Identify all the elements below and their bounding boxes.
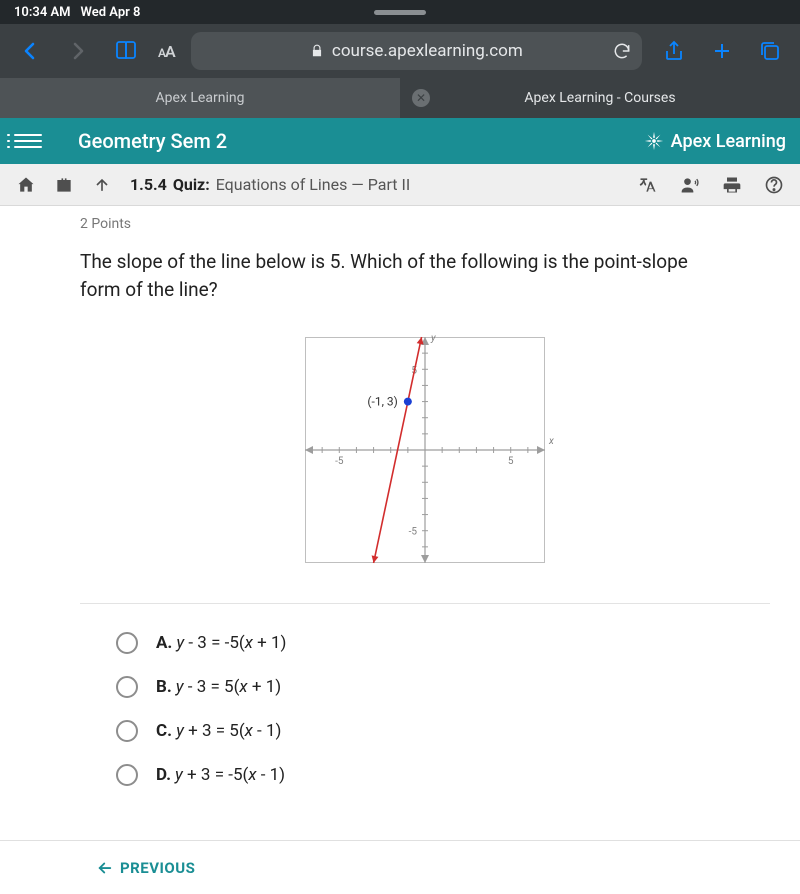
text-size-button[interactable]: AA xyxy=(158,42,175,61)
breadcrumb-text: 1.5.4 Quiz: Equations of Lines — Part II xyxy=(130,175,620,194)
svg-text:(-1, 3): (-1, 3) xyxy=(367,395,397,409)
tab-label: Apex Learning xyxy=(156,90,245,106)
coordinate-chart: -55-55xy(-1, 3) xyxy=(295,327,555,573)
course-header: Geometry Sem 2 Apex Learning xyxy=(0,118,800,164)
drag-handle[interactable] xyxy=(374,10,426,15)
radio-icon[interactable] xyxy=(116,676,138,698)
svg-text:x: x xyxy=(548,436,554,447)
reload-icon[interactable] xyxy=(612,41,632,61)
points-label: 2 Points xyxy=(80,216,770,232)
radio-icon[interactable] xyxy=(116,720,138,742)
tab-active[interactable]: ✕ Apex Learning - Courses xyxy=(400,78,800,118)
toolbar-right xyxy=(638,175,784,195)
crumb-type: Quiz: xyxy=(173,175,210,194)
previous-label: PREVIOUS xyxy=(120,859,195,877)
crumb-subtitle: Equations of Lines — Part II xyxy=(216,175,410,194)
footer-bar: PREVIOUS xyxy=(0,840,800,894)
new-tab-button[interactable] xyxy=(700,29,744,73)
radio-icon[interactable] xyxy=(116,764,138,786)
svg-text:5: 5 xyxy=(508,456,514,467)
question-text: The slope of the line below is 5. Which … xyxy=(80,248,720,303)
status-date: Wed Apr 8 xyxy=(81,5,141,20)
help-icon[interactable] xyxy=(764,175,784,195)
briefcase-icon[interactable] xyxy=(54,175,74,195)
close-tab-icon[interactable]: ✕ xyxy=(412,89,430,107)
answer-list: A.y - 3 = -5(x + 1) B.y - 3 = 5(x + 1) C… xyxy=(80,632,770,786)
answer-text: A.y - 3 = -5(x + 1) xyxy=(156,633,286,653)
translate-icon[interactable] xyxy=(638,175,658,195)
read-aloud-icon[interactable] xyxy=(680,175,700,195)
previous-button[interactable]: PREVIOUS xyxy=(96,859,195,877)
answer-text: D.y + 3 = -5(x - 1) xyxy=(156,765,285,785)
answer-text: B.y - 3 = 5(x + 1) xyxy=(156,677,281,697)
answer-option-b[interactable]: B.y - 3 = 5(x + 1) xyxy=(116,676,770,698)
svg-text:-5: -5 xyxy=(409,527,418,538)
radio-icon[interactable] xyxy=(116,632,138,654)
home-icon[interactable] xyxy=(16,175,36,195)
answer-option-d[interactable]: D.y + 3 = -5(x - 1) xyxy=(116,764,770,786)
bookmarks-icon[interactable] xyxy=(104,29,148,73)
chart-svg: -55-55xy(-1, 3) xyxy=(295,327,555,573)
svg-text:-5: -5 xyxy=(335,456,344,467)
apex-logo: Apex Learning xyxy=(643,130,786,152)
question-content: 2 Points The slope of the line below is … xyxy=(0,206,800,786)
brand-text: Apex Learning xyxy=(671,131,786,152)
tab-label: Apex Learning - Courses xyxy=(524,90,675,106)
crumb-number: 1.5.4 xyxy=(130,175,167,194)
forward-button xyxy=(56,29,100,73)
up-arrow-icon[interactable] xyxy=(92,175,112,195)
answer-option-a[interactable]: A.y - 3 = -5(x + 1) xyxy=(116,632,770,654)
back-button[interactable] xyxy=(8,29,52,73)
tab-strip: Apex Learning ✕ Apex Learning - Courses xyxy=(0,78,800,118)
course-title: Geometry Sem 2 xyxy=(78,129,643,153)
url-text: course.apexlearning.com xyxy=(332,41,523,61)
burst-icon xyxy=(643,130,665,152)
chart-container: -55-55xy(-1, 3) xyxy=(80,327,770,573)
svg-text:y: y xyxy=(430,333,436,344)
lock-icon xyxy=(310,44,324,58)
tabs-button[interactable] xyxy=(748,29,792,73)
breadcrumb-bar: 1.5.4 Quiz: Equations of Lines — Part II xyxy=(0,164,800,206)
ipad-status-bar: 10:34 AM Wed Apr 8 xyxy=(0,0,800,24)
divider xyxy=(80,603,770,604)
share-button[interactable] xyxy=(652,29,696,73)
browser-toolbar: AA course.apexlearning.com xyxy=(0,24,800,78)
status-time: 10:34 AM xyxy=(14,5,71,20)
menu-button[interactable] xyxy=(14,134,42,148)
tab-inactive[interactable]: Apex Learning xyxy=(0,78,400,118)
address-bar[interactable]: course.apexlearning.com xyxy=(191,32,642,70)
answer-option-c[interactable]: C.y + 3 = 5(x - 1) xyxy=(116,720,770,742)
answer-text: C.y + 3 = 5(x - 1) xyxy=(156,721,281,741)
print-icon[interactable] xyxy=(722,175,742,195)
